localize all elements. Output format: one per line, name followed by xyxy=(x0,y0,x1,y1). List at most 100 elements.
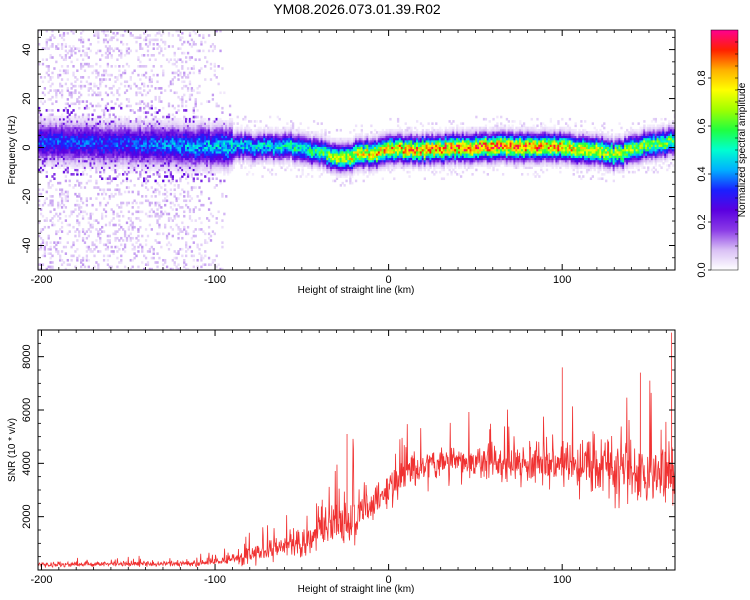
spectrogram-cell xyxy=(133,155,136,158)
spectrogram-cell xyxy=(179,247,182,251)
spectrogram-cell xyxy=(81,230,85,233)
spectrogram-cell xyxy=(38,139,41,143)
spectrogram-cell xyxy=(102,148,106,152)
spectrogram-cell xyxy=(198,228,201,231)
spectrogram-cell xyxy=(64,214,68,218)
spectrogram-cell xyxy=(267,153,270,156)
spectrogram-cell xyxy=(116,150,119,154)
spectrogram-cell xyxy=(74,166,77,170)
spectrogram-cell xyxy=(259,142,262,145)
spectrogram-cell xyxy=(125,133,129,136)
spectrogram-cell xyxy=(171,142,174,145)
spectrogram-cell xyxy=(156,162,159,165)
spectrogram-cell xyxy=(207,170,211,174)
spectrogram-cell xyxy=(99,203,102,207)
spectrogram-cell xyxy=(83,115,87,119)
spectrogram-cell xyxy=(152,250,155,253)
spectrogram-cell xyxy=(45,122,48,125)
spectrogram-cell xyxy=(81,76,85,79)
spectrogram-cell xyxy=(307,155,310,158)
spectrogram-cell xyxy=(204,164,207,167)
spectrogram-cell xyxy=(173,120,176,123)
spectrogram-cell xyxy=(93,137,96,141)
spectrogram-cell xyxy=(154,153,157,156)
spectrogram-cell xyxy=(141,122,144,125)
spectrogram-cell xyxy=(135,150,138,154)
spectrogram-cell xyxy=(70,153,73,156)
spectrogram-cell xyxy=(80,87,83,90)
spectrogram-cell xyxy=(257,148,260,152)
spectrogram-cell xyxy=(148,126,152,130)
spectrogram-cell xyxy=(83,162,87,165)
spectrogram-cell xyxy=(297,135,300,139)
spectrogram-cell xyxy=(265,159,268,163)
spectrogram-cell xyxy=(257,146,260,150)
spectrogram-cell xyxy=(204,65,207,68)
spectrogram-cell xyxy=(120,162,123,165)
spectrogram-cell xyxy=(38,142,41,145)
spectrogram-cell xyxy=(173,133,176,136)
spectrogram-cell xyxy=(167,162,171,165)
spectrogram-cell xyxy=(78,122,81,125)
spectrogram-cell xyxy=(135,131,138,134)
spectrogram-cell xyxy=(291,124,295,128)
spectrogram-cell xyxy=(181,87,184,90)
spectrogram-cell xyxy=(123,230,127,233)
spectrogram-cell xyxy=(248,131,251,134)
spectrogram-cell xyxy=(202,148,205,152)
spectrogram-cell xyxy=(76,239,79,242)
spectrogram-cell xyxy=(139,146,142,150)
spectrogram-cell xyxy=(171,166,174,170)
spectrogram-cell xyxy=(97,40,100,44)
spectrogram-cell xyxy=(207,208,211,211)
spectrogram-cell xyxy=(196,162,199,165)
spectrogram-cell xyxy=(131,155,134,158)
spectrogram-cell xyxy=(276,144,279,147)
spectrogram-cell xyxy=(150,228,153,231)
spectrogram-cell xyxy=(162,148,165,152)
spectrogram-cell xyxy=(112,144,115,147)
spectrogram-cell xyxy=(141,128,144,132)
spectrogram-cell xyxy=(108,78,111,81)
spectrogram-cell xyxy=(83,142,87,145)
spectrogram-cell xyxy=(114,148,117,152)
spectrogram-cell xyxy=(164,124,167,128)
spectrogram-cell xyxy=(286,162,289,165)
spectrogram-cell xyxy=(240,142,243,145)
spectrogram-cell xyxy=(76,133,79,136)
spectrogram-cell xyxy=(173,217,176,220)
spectrogram-cell xyxy=(87,228,90,231)
spectrogram-cell xyxy=(51,102,54,106)
spectrogram-cell xyxy=(188,150,192,154)
spectrogram-cell xyxy=(59,34,62,37)
spectrogram-cell xyxy=(280,135,283,139)
spectrogram-cell xyxy=(167,217,171,220)
spectrogram-cell xyxy=(116,98,119,101)
spectrogram-cell xyxy=(81,210,85,214)
spectrogram-cell xyxy=(255,150,258,154)
spectrogram-cell xyxy=(162,263,165,266)
spectrogram-cell xyxy=(108,177,111,181)
spectrogram-cell xyxy=(62,31,66,35)
spectrogram-cell xyxy=(202,256,205,260)
spectrogram-cell xyxy=(278,155,281,158)
spectrogram-cell xyxy=(312,166,316,170)
spectrogram-cell xyxy=(76,139,79,143)
spectrogram-cell xyxy=(51,267,54,270)
spectrogram-cell xyxy=(261,150,264,154)
spectrogram-cell xyxy=(158,109,161,112)
spectrogram-cell xyxy=(160,91,163,95)
spectrogram-cell xyxy=(74,203,77,207)
spectrogram-cell xyxy=(238,148,241,152)
spectrogram-cell xyxy=(175,137,178,141)
spectrogram-cell xyxy=(234,131,237,134)
spectrogram-cell xyxy=(265,135,268,139)
spectrogram-cell xyxy=(215,177,218,181)
spectrogram-cell xyxy=(221,135,224,139)
spectrogram-cell xyxy=(125,135,129,139)
spectrogram-cell xyxy=(72,45,75,48)
spectrogram-cell xyxy=(238,126,241,130)
spectrogram-cell xyxy=(85,80,89,84)
spectrogram-cell xyxy=(93,164,96,167)
spectrogram-cell xyxy=(110,124,113,128)
